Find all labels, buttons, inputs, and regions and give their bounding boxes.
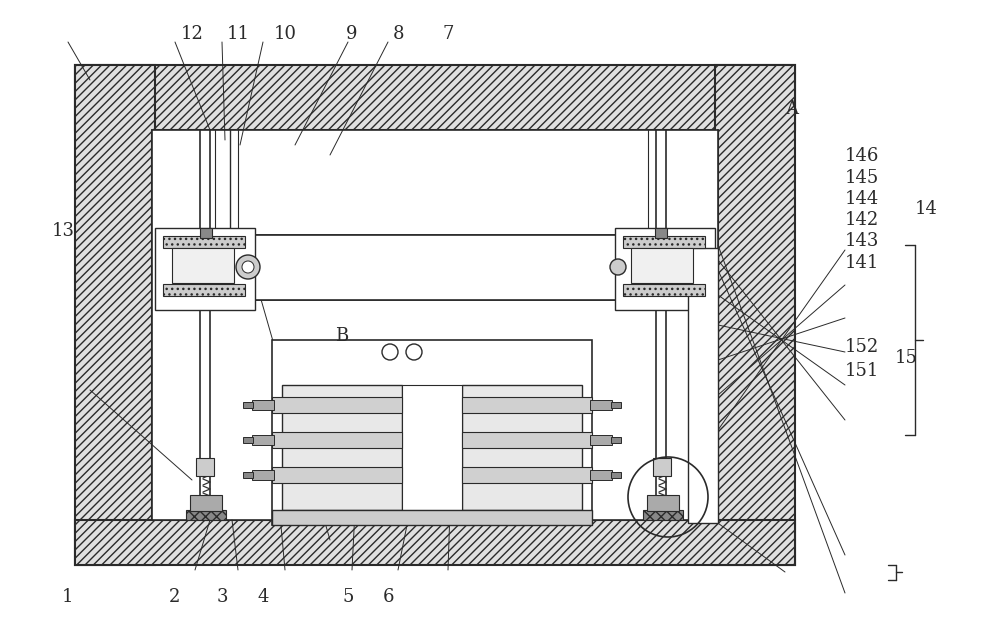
Text: 141: 141 [845, 254, 879, 271]
Bar [272, 340, 592, 525]
Bar [643, 510, 683, 520]
Bar [243, 437, 253, 443]
Bar [152, 130, 718, 520]
Bar [590, 470, 612, 480]
Text: 7: 7 [442, 26, 454, 43]
Text: 2: 2 [169, 588, 181, 606]
Text: 151: 151 [845, 362, 879, 379]
Bar [615, 228, 715, 310]
Bar [623, 284, 705, 296]
Bar [272, 432, 402, 448]
Text: 145: 145 [845, 169, 879, 187]
Text: 152: 152 [845, 338, 879, 356]
Text: 144: 144 [845, 190, 879, 208]
Bar [243, 472, 253, 478]
Bar [611, 437, 621, 443]
Bar [75, 520, 795, 565]
Text: 9: 9 [346, 26, 358, 43]
Text: 14: 14 [915, 201, 938, 218]
Text: 10: 10 [274, 26, 296, 43]
Bar [462, 432, 592, 448]
Text: 5: 5 [342, 588, 354, 606]
Bar [462, 397, 592, 413]
Bar [653, 458, 671, 476]
Bar [272, 467, 402, 483]
Text: 4: 4 [257, 588, 269, 606]
Bar [272, 510, 592, 525]
Text: A: A [785, 101, 798, 118]
Circle shape [382, 344, 398, 360]
Circle shape [236, 255, 260, 279]
Text: 6: 6 [382, 588, 394, 606]
Bar [611, 402, 621, 408]
Text: 146: 146 [845, 148, 879, 165]
Bar [623, 236, 705, 248]
Bar [252, 470, 274, 480]
Bar [590, 400, 612, 410]
Bar [185, 235, 685, 300]
Text: 143: 143 [845, 232, 879, 249]
Text: 8: 8 [392, 26, 404, 43]
Bar [688, 248, 718, 523]
Text: B: B [335, 328, 349, 345]
Bar [590, 435, 612, 445]
Bar [155, 228, 255, 310]
Bar [163, 236, 245, 248]
Bar [272, 397, 402, 413]
Bar [462, 385, 582, 510]
Text: 142: 142 [845, 211, 879, 229]
Bar [462, 467, 592, 483]
Bar [172, 248, 234, 283]
Bar [282, 385, 402, 510]
Bar [196, 458, 214, 476]
Text: 13: 13 [52, 222, 75, 240]
Text: 11: 11 [226, 26, 250, 43]
Text: 3: 3 [216, 588, 228, 606]
Bar [186, 510, 226, 520]
Circle shape [242, 261, 254, 273]
Bar [190, 495, 222, 511]
Bar [75, 65, 155, 565]
Circle shape [610, 259, 626, 275]
Bar [200, 228, 212, 238]
Bar [631, 248, 693, 283]
Bar [252, 435, 274, 445]
Bar [611, 472, 621, 478]
Circle shape [406, 344, 422, 360]
Text: 15: 15 [895, 349, 918, 367]
Bar [655, 228, 667, 238]
Bar [252, 400, 274, 410]
Text: 12: 12 [181, 26, 203, 43]
Bar [163, 284, 245, 296]
Bar [243, 402, 253, 408]
Bar [402, 385, 462, 510]
Bar [75, 65, 795, 130]
Bar [715, 65, 795, 565]
Bar [647, 495, 679, 511]
Text: 1: 1 [62, 588, 74, 606]
